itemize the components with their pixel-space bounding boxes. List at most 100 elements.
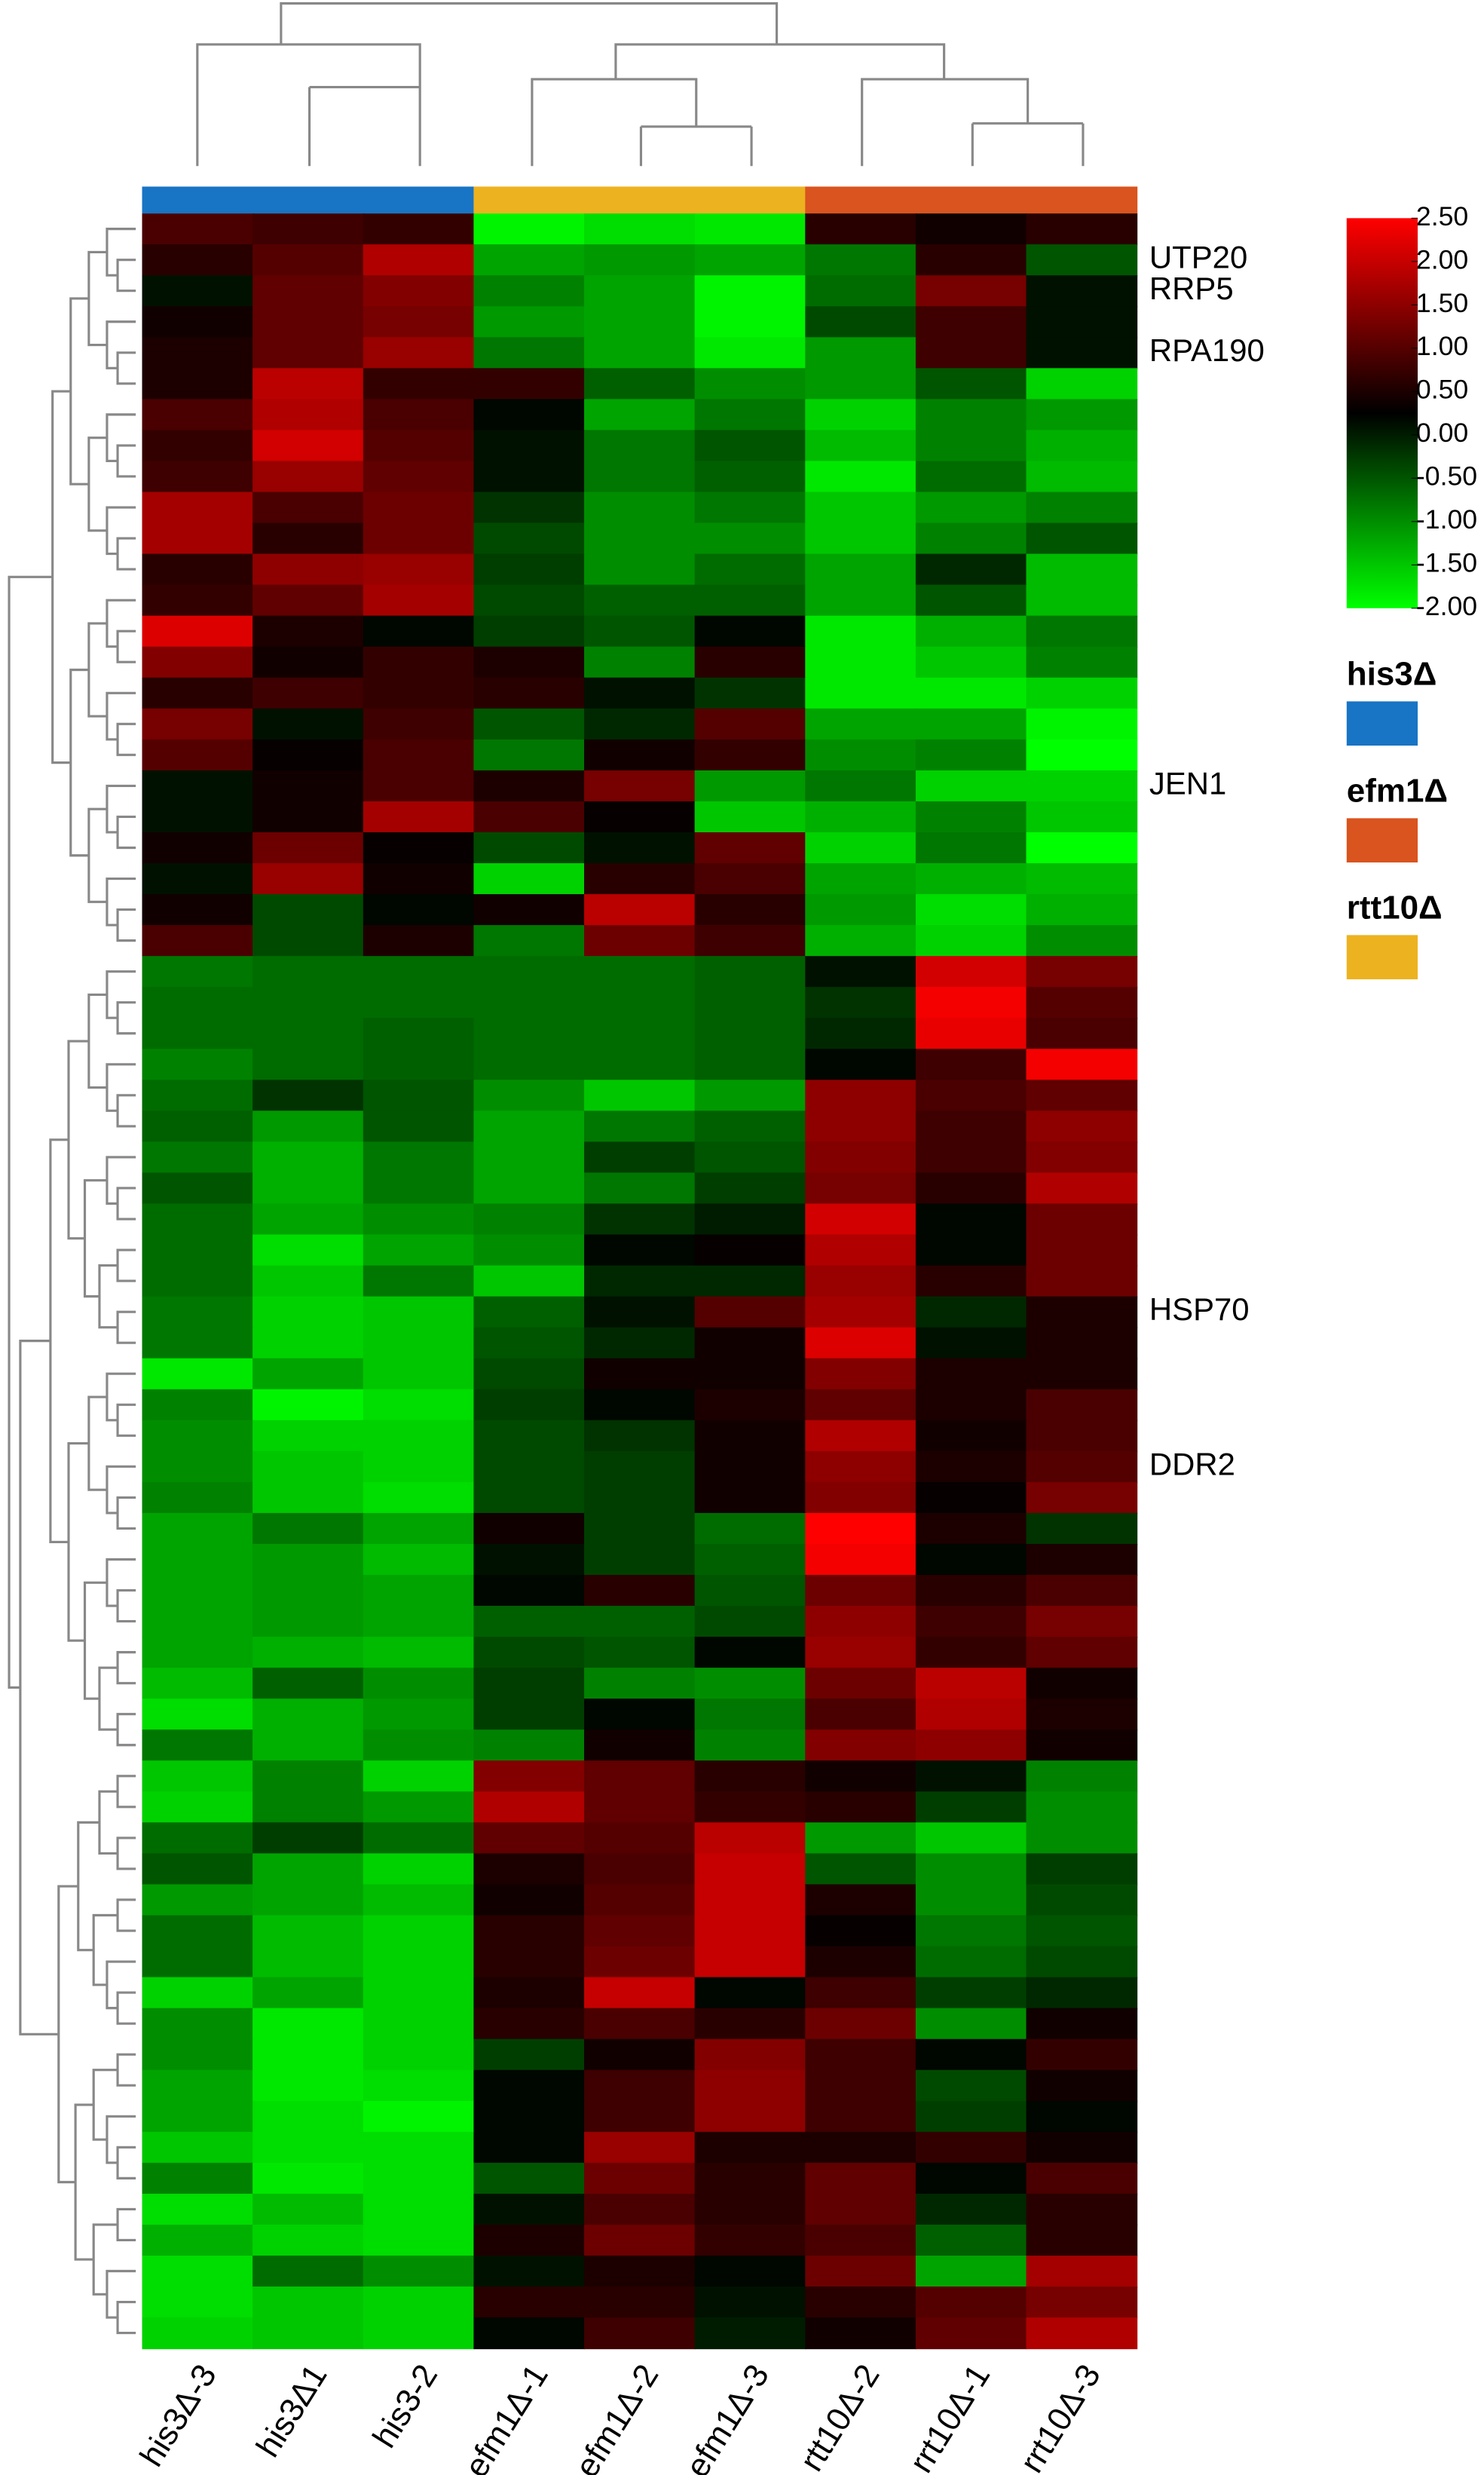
cell (363, 646, 475, 678)
cell (915, 1791, 1027, 1824)
cell (142, 1080, 254, 1112)
cell (473, 1420, 586, 1452)
cell (584, 306, 696, 338)
cell (584, 2039, 696, 2071)
cell (1026, 739, 1138, 771)
cell (694, 1450, 806, 1483)
cell (915, 615, 1027, 648)
cell (473, 894, 586, 927)
cell (1026, 1822, 1138, 1855)
cell (805, 2224, 916, 2257)
cell (805, 925, 916, 957)
dendrogram-branch (106, 2269, 136, 2319)
cell (142, 1110, 254, 1143)
cell (473, 1977, 586, 2009)
dendrogram-branch (8, 575, 53, 1689)
cell (1026, 1760, 1138, 1793)
colorbar-label: -0.50 (1416, 461, 1477, 492)
cell (694, 1327, 806, 1359)
cell (915, 1080, 1027, 1112)
cell (142, 368, 254, 400)
cell (584, 987, 696, 1019)
cell (915, 2008, 1027, 2040)
cell (915, 1575, 1027, 1607)
cell (915, 1296, 1027, 1328)
cell (805, 1389, 916, 1421)
cell (694, 553, 806, 586)
cell (915, 1822, 1027, 1855)
cell (1026, 894, 1138, 927)
cell (1026, 2162, 1138, 2195)
cell (142, 894, 254, 927)
row-label: UTP20 (1149, 240, 1247, 275)
cell (915, 1760, 1027, 1793)
cell (363, 1822, 475, 1855)
cell (1026, 1543, 1138, 1576)
cell (252, 337, 364, 369)
cell (142, 1450, 254, 1483)
cell (694, 492, 806, 524)
cell (473, 1389, 586, 1421)
cell (142, 1234, 254, 1267)
cell (584, 2162, 696, 2195)
cell (584, 1637, 696, 1669)
cell (694, 1296, 806, 1328)
cell (915, 1172, 1027, 1205)
cell (1026, 2193, 1138, 2225)
dendrogram-branch (87, 1395, 107, 1491)
cell (694, 306, 806, 338)
legend-label: rtt10Δ (1347, 889, 1443, 926)
dendrogram-branch (106, 1372, 136, 1422)
cell (1026, 1977, 1138, 2009)
cell (694, 770, 806, 802)
colorbar-label: 1.50 (1416, 288, 1468, 318)
cell (363, 337, 475, 369)
cell (252, 615, 364, 648)
cell (363, 368, 475, 400)
cell (694, 1791, 806, 1824)
cell (915, 1637, 1027, 1669)
cell (805, 677, 916, 709)
cell (252, 430, 364, 462)
cell (142, 1822, 254, 1855)
cell (363, 2287, 475, 2319)
dendrogram-branch (116, 1403, 136, 1437)
cell (915, 1110, 1027, 1143)
cell (915, 1234, 1027, 1267)
cell (363, 399, 475, 431)
cell (584, 646, 696, 678)
dendrogram-branch (106, 877, 136, 927)
cell (805, 1637, 916, 1669)
cell (473, 584, 586, 617)
cell (915, 770, 1027, 802)
cell (142, 1760, 254, 1793)
cell (584, 2224, 696, 2257)
cell (915, 801, 1027, 834)
cell (473, 275, 586, 308)
cell (694, 1481, 806, 1514)
cell (473, 2193, 586, 2225)
cell (694, 522, 806, 555)
dendrogram-branch (116, 259, 136, 293)
cell (363, 492, 475, 524)
cell (252, 1358, 364, 1390)
cell (584, 1203, 696, 1236)
cell (142, 1172, 254, 1205)
cell (142, 2069, 254, 2102)
cell (363, 2039, 475, 2071)
dendrogram-branch (83, 1581, 107, 1700)
cell (252, 1575, 364, 1607)
cell (915, 213, 1027, 246)
cell (473, 832, 586, 865)
cell (584, 801, 696, 834)
cell (473, 801, 586, 834)
cell (142, 863, 254, 896)
cell (252, 492, 364, 524)
cell (1026, 863, 1138, 896)
column-annotation (584, 186, 696, 214)
cell (584, 337, 696, 369)
legend-label: efm1Δ (1347, 772, 1448, 809)
column-label: rrt10Δ-1 (903, 2358, 998, 2475)
